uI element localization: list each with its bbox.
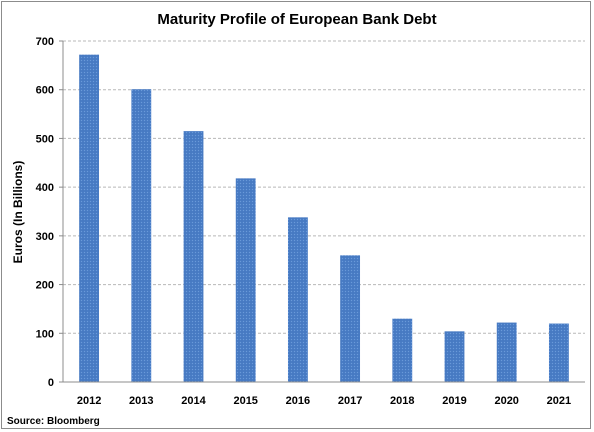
x-tick-label: 2017 [338,395,362,407]
x-tick-label: 2020 [494,395,518,407]
bar-2019 [444,331,465,382]
x-tick-label: 2014 [181,395,206,407]
y-tick-label: 100 [36,328,54,340]
bar-2013 [131,89,152,382]
y-tick-label: 300 [36,231,54,243]
y-tick-labels: 0 100 200 300 400 500 600 700 [36,36,63,389]
x-tick-label: 2015 [233,395,257,407]
bar-2017 [340,255,361,382]
source-note: Source: Bloomberg [7,416,100,427]
x-tick-label: 2016 [286,395,310,407]
bar-2014 [183,131,204,382]
y-tick-label: 700 [36,36,54,48]
y-tick-label: 0 [48,377,54,389]
x-tick-label: 2018 [390,395,414,407]
bar-2015 [235,178,256,382]
y-tick-label: 200 [36,280,54,292]
bar-2018 [392,318,413,382]
x-tick-label: 2019 [442,395,466,407]
y-axis-label: Euros (In Billions) [11,161,25,264]
bar-2021 [548,323,569,382]
bars [79,54,569,382]
y-tick-label: 500 [36,133,54,145]
bar-2020 [496,322,517,382]
chart-title: Maturity Profile of European Bank Debt [157,11,436,28]
x-tick-labels: 2012 2013 2014 2015 2016 2017 2018 2019 2020 2021 [77,395,571,407]
bar-2012 [79,54,100,382]
y-tick-label: 400 [36,182,54,194]
x-tick-label: 2013 [129,395,153,407]
x-tick-label: 2021 [547,395,571,407]
y-tick-label: 600 [36,85,54,97]
x-tick-label: 2012 [77,395,101,407]
bar-2016 [287,217,308,382]
